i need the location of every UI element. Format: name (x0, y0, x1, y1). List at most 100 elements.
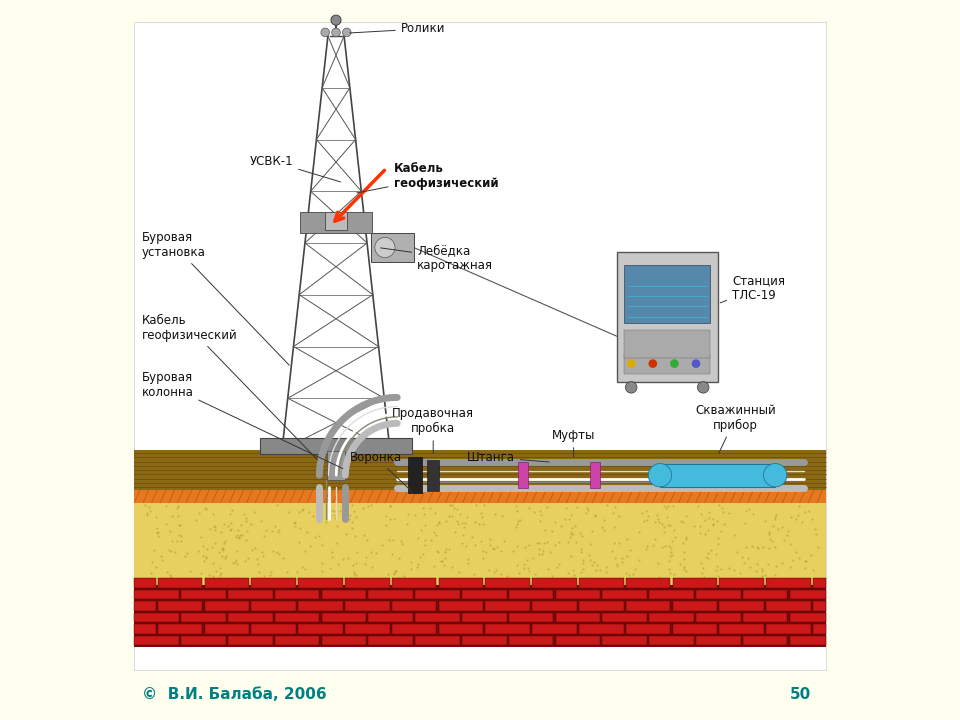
Point (452, 574, 468, 585)
Point (598, 567, 613, 578)
Point (488, 508, 503, 519)
Point (403, 564, 419, 575)
Point (540, 576, 555, 588)
Point (162, 525, 178, 536)
Point (396, 577, 412, 589)
Point (238, 575, 253, 587)
Point (661, 555, 677, 567)
Bar (579, 578, 624, 588)
Point (678, 531, 693, 543)
Point (224, 517, 239, 528)
Circle shape (648, 464, 672, 487)
Point (246, 506, 261, 518)
Point (413, 524, 428, 536)
Point (592, 564, 608, 575)
Point (697, 528, 712, 540)
Point (191, 507, 206, 518)
Point (658, 503, 673, 514)
Point (223, 523, 238, 534)
Point (250, 553, 265, 564)
Point (347, 568, 362, 580)
Point (511, 567, 526, 578)
Point (558, 513, 573, 525)
Point (482, 540, 497, 552)
Point (338, 506, 353, 518)
Point (664, 535, 680, 546)
Point (705, 513, 720, 524)
Point (247, 542, 262, 554)
Point (429, 546, 444, 557)
Point (221, 520, 236, 531)
Point (788, 546, 804, 558)
Circle shape (331, 15, 341, 25)
Point (164, 510, 180, 522)
Point (342, 509, 357, 521)
Point (229, 545, 245, 557)
Point (151, 531, 166, 542)
Bar (439, 624, 483, 634)
Point (430, 519, 445, 531)
Point (568, 536, 584, 548)
Point (562, 575, 577, 586)
Point (702, 512, 717, 523)
Point (721, 508, 736, 519)
Point (150, 528, 165, 539)
Point (572, 527, 588, 539)
Point (797, 506, 812, 518)
Point (446, 502, 462, 513)
Point (473, 535, 489, 546)
Point (658, 540, 673, 552)
Point (170, 500, 185, 512)
Point (582, 549, 597, 561)
Point (231, 572, 247, 584)
Point (417, 519, 432, 531)
Bar (603, 590, 647, 599)
Bar (181, 636, 226, 645)
Text: Ролики: Ролики (349, 22, 445, 35)
Point (756, 541, 771, 553)
Point (582, 539, 597, 550)
Point (396, 570, 412, 582)
Bar (252, 601, 296, 611)
Point (516, 558, 532, 570)
Point (561, 536, 576, 547)
Point (139, 507, 155, 518)
Point (386, 569, 401, 580)
Point (326, 510, 342, 521)
Point (706, 520, 721, 531)
Point (509, 521, 524, 533)
Text: Буровая
установка: Буровая установка (142, 231, 289, 365)
Point (767, 513, 782, 525)
Point (567, 521, 583, 532)
Bar (743, 590, 787, 599)
Bar (299, 624, 343, 634)
Point (266, 545, 281, 557)
Point (341, 513, 356, 525)
Point (612, 537, 627, 549)
Point (521, 503, 537, 514)
Point (143, 567, 158, 579)
Point (650, 513, 665, 524)
Point (676, 563, 691, 575)
Point (238, 515, 253, 526)
Point (520, 562, 536, 574)
Bar (649, 590, 694, 599)
Point (207, 537, 223, 549)
Point (569, 501, 585, 513)
Point (749, 559, 764, 570)
Point (596, 524, 612, 536)
Point (588, 510, 603, 521)
Bar (603, 636, 647, 645)
Point (755, 564, 770, 575)
Point (774, 557, 789, 569)
Text: 50: 50 (790, 688, 811, 702)
Point (207, 524, 223, 536)
Point (281, 506, 297, 518)
Point (544, 526, 560, 537)
Point (426, 526, 442, 538)
Point (413, 552, 428, 563)
Point (163, 571, 179, 582)
Point (458, 541, 473, 552)
Point (679, 533, 694, 544)
Bar (322, 636, 367, 645)
